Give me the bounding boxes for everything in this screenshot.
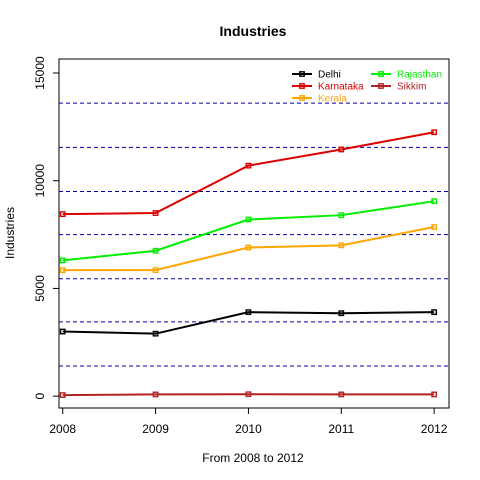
legend-marker-sikkim [378, 83, 384, 89]
legend-marker-karnataka [299, 83, 305, 89]
point-rajasthan-2009 [152, 247, 159, 254]
legend-marker-kerala [299, 95, 305, 101]
gridlines [59, 102, 449, 367]
point-karnataka-2008 [59, 211, 66, 218]
x-tick-label-2011: 2011 [328, 422, 354, 436]
point-karnataka-2010 [245, 162, 252, 169]
x-tick-label-2012: 2012 [421, 422, 448, 436]
series-line-rajasthan [62, 200, 435, 262]
point-karnataka-2009 [152, 210, 159, 216]
x-axis-ticks: 2008 2009 2010 2011 2012 [49, 408, 448, 436]
legend-label-rajasthan: Rajasthan [397, 70, 442, 81]
point-sikkim-2008 [59, 392, 66, 398]
legend-marker-delhi [299, 71, 305, 77]
point-sikkim-2011 [338, 391, 345, 398]
point-delhi-2012 [431, 309, 438, 316]
point-kerala-2008 [59, 267, 66, 274]
x-tick-label-2008: 2008 [49, 422, 76, 436]
plot-frame [58, 58, 450, 409]
legend-label-karnataka: Karnataka [318, 82, 364, 93]
point-sikkim-2009 [152, 391, 159, 398]
point-delhi-2009 [152, 330, 159, 337]
point-sikkim-2010 [245, 391, 252, 398]
legend-label-sikkim: Sikkim [397, 82, 426, 93]
point-kerala-2011 [338, 242, 345, 249]
point-rajasthan-2012 [431, 198, 438, 205]
series-line-kerala [62, 226, 435, 272]
legend-label-delhi: Delhi [318, 70, 341, 81]
series-line-sikkim [62, 393, 435, 397]
series-lines [59, 129, 438, 398]
point-kerala-2012 [431, 224, 438, 230]
point-rajasthan-2011 [338, 212, 345, 219]
x-axis-label: From 2008 to 2012 [202, 451, 304, 465]
chart-title: Industries [220, 23, 287, 39]
legend-label-kerala: Kerala [318, 94, 347, 105]
point-sikkim-2012 [431, 391, 438, 398]
series-line-karnataka [62, 131, 435, 216]
y-axis-ticks: 0 5000 10000 15000 [33, 56, 59, 399]
x-tick-label-2009: 2009 [142, 422, 169, 436]
point-rajasthan-2008 [59, 257, 66, 264]
point-rajasthan-2010 [245, 216, 252, 223]
series-line-delhi [62, 311, 435, 335]
y-axis-label: Industries [3, 207, 17, 259]
y-tick-label-10000: 10000 [33, 164, 47, 198]
y-tick-label-5000: 5000 [33, 275, 47, 302]
point-kerala-2010 [245, 244, 252, 251]
point-delhi-2010 [245, 309, 252, 316]
point-karnataka-2011 [338, 146, 345, 153]
point-delhi-2011 [338, 310, 345, 317]
legend-marker-rajasthan [378, 71, 384, 77]
x-tick-label-2010: 2010 [235, 422, 262, 436]
y-tick-label-15000: 15000 [33, 56, 47, 90]
point-karnataka-2012 [431, 129, 438, 136]
point-delhi-2008 [59, 328, 66, 335]
point-kerala-2009 [152, 267, 159, 274]
y-tick-label-0: 0 [33, 392, 47, 399]
